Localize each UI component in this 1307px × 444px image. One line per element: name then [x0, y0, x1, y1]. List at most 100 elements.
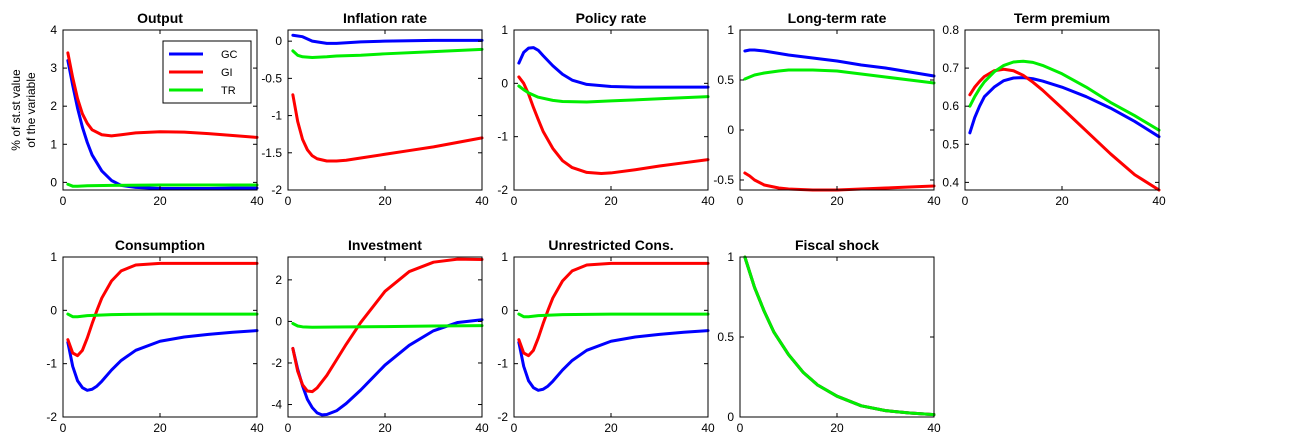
series-line-gc-investment [291, 318, 484, 417]
panel-title-output: Output [137, 10, 183, 26]
y-tick-label: 0.5 [717, 330, 734, 344]
y-tick-label: -1 [46, 357, 57, 371]
series-line-tr-long-term-rate [743, 68, 936, 85]
series-line-gi-inflation-rate [291, 93, 484, 163]
y-tick-label: 1 [727, 250, 734, 264]
x-tick-label: 0 [285, 421, 292, 435]
series-line-gc-policy-rate [517, 46, 710, 89]
x-tick-label: 20 [604, 421, 618, 435]
y-tick-label: -4 [271, 398, 282, 412]
axes-box-investment [287, 256, 483, 418]
y-tick-label: -1 [271, 109, 282, 123]
y-tick-label: 0 [50, 175, 57, 189]
y-axis-label: of the variable [24, 72, 38, 148]
axes-box-consumption [62, 256, 258, 418]
y-tick-label: 0 [501, 303, 508, 317]
series-line-gi-policy-rate [517, 75, 710, 175]
series-line-gc-term-premium [968, 76, 1161, 139]
panel-title-fiscal-shock: Fiscal shock [795, 237, 879, 253]
panel-title-consumption: Consumption [115, 237, 205, 253]
y-tick-label: 0.5 [942, 137, 959, 151]
y-tick-label: -2 [497, 410, 508, 424]
series-line-gc-inflation-rate [291, 33, 484, 45]
panel-term-premium: Term premium 0 20 40 0.4 0.5 0.6 0.7 0.8 [942, 10, 1166, 208]
legend-label-gi: GI [221, 67, 233, 79]
axes-box-long-term-rate [739, 29, 935, 191]
panel-title-unrestricted-cons: Unrestricted Cons. [548, 237, 673, 253]
panel-title-long-term-rate: Long-term rate [788, 10, 887, 26]
y-tick-label: -2 [271, 356, 282, 370]
series-line-gi-fiscal-shock [743, 255, 936, 417]
y-tick-label: 0.4 [942, 175, 959, 189]
x-tick-label: 20 [604, 194, 618, 208]
x-tick-label: 0 [962, 194, 969, 208]
y-tick-label: 2 [50, 99, 57, 113]
y-tick-label: 0 [50, 303, 57, 317]
y-tick-label: 4 [50, 23, 57, 37]
series-line-tr-policy-rate [517, 84, 710, 104]
x-tick-label: 40 [475, 194, 489, 208]
panel-title-investment: Investment [348, 237, 422, 253]
y-tick-label: -2 [46, 410, 57, 424]
x-tick-label: 20 [153, 421, 167, 435]
series-line-tr-consumption [66, 312, 259, 319]
x-tick-label: 40 [250, 194, 264, 208]
x-tick-label: 20 [830, 421, 844, 435]
panel-consumption: Consumption 0 20 40 -2 -1 0 1 [46, 237, 264, 435]
y-tick-label: -2 [497, 183, 508, 197]
legend: GC GI TR [162, 40, 252, 104]
x-tick-label: 40 [927, 194, 941, 208]
panel-output: Output 0 20 40 0 1 2 3 4 % of st.st value of the v… [9, 10, 264, 208]
x-tick-label: 20 [153, 194, 167, 208]
panel-fiscal-shock: Fiscal shock 0 20 40 0 0.5 1 [717, 237, 941, 435]
legend-label-tr: TR [221, 85, 236, 97]
panel-policy-rate: Policy rate 0 20 40 -2 -1 0 1 [497, 10, 715, 208]
y-tick-label: 0 [727, 123, 734, 137]
panel-title-inflation-rate: Inflation rate [343, 10, 427, 26]
panel-title-term-premium: Term premium [1014, 10, 1110, 26]
series-line-gc-unrestricted-cons [517, 329, 710, 392]
y-tick-label: 1 [501, 23, 508, 37]
y-tick-label: 3 [50, 61, 57, 75]
x-tick-label: 0 [285, 194, 292, 208]
x-tick-label: 20 [1055, 194, 1069, 208]
x-tick-label: 20 [378, 194, 392, 208]
series-line-tr-investment [291, 321, 484, 329]
x-tick-label: 20 [378, 421, 392, 435]
y-tick-label: 0 [275, 34, 282, 48]
x-tick-label: 0 [60, 421, 67, 435]
axes-box-unrestricted-cons [513, 256, 709, 418]
x-tick-label: 0 [737, 194, 744, 208]
x-tick-label: 20 [830, 194, 844, 208]
series-line-tr-output [66, 182, 259, 188]
y-tick-label: 0.7 [942, 61, 959, 75]
series-line-gi-long-term-rate [743, 171, 936, 192]
y-tick-label: 0.8 [942, 23, 959, 37]
series-line-gi-consumption [66, 261, 259, 358]
y-tick-label: 2 [275, 273, 282, 287]
y-tick-label: -0.5 [713, 173, 734, 187]
axes-box-fiscal-shock [739, 256, 935, 418]
series-line-gc-fiscal-shock [743, 255, 936, 417]
panel-title-policy-rate: Policy rate [576, 10, 647, 26]
x-tick-label: 0 [737, 421, 744, 435]
series-line-gc-consumption [66, 329, 259, 392]
series-line-tr-inflation-rate [291, 47, 484, 60]
y-axis-label: % of st.st value [9, 69, 23, 151]
x-tick-label: 0 [511, 421, 518, 435]
y-tick-label: 0 [275, 314, 282, 328]
series-line-gi-output [66, 51, 259, 139]
panel-investment: Investment 0 20 40 -4 -2 0 2 [271, 237, 489, 435]
x-tick-label: 0 [511, 194, 518, 208]
y-tick-label: 1 [501, 250, 508, 264]
series-line-gc-output [66, 58, 259, 190]
series-line-gi-term-premium [968, 67, 1161, 192]
x-tick-label: 40 [927, 421, 941, 435]
y-tick-label: 0 [501, 76, 508, 90]
x-tick-label: 40 [475, 421, 489, 435]
panel-inflation-rate: Inflation rate 0 20 40 -2 -1.5 -1 -0.5 0 [261, 10, 489, 208]
y-tick-label: 1 [50, 250, 57, 264]
y-tick-label: -1.5 [261, 146, 282, 160]
